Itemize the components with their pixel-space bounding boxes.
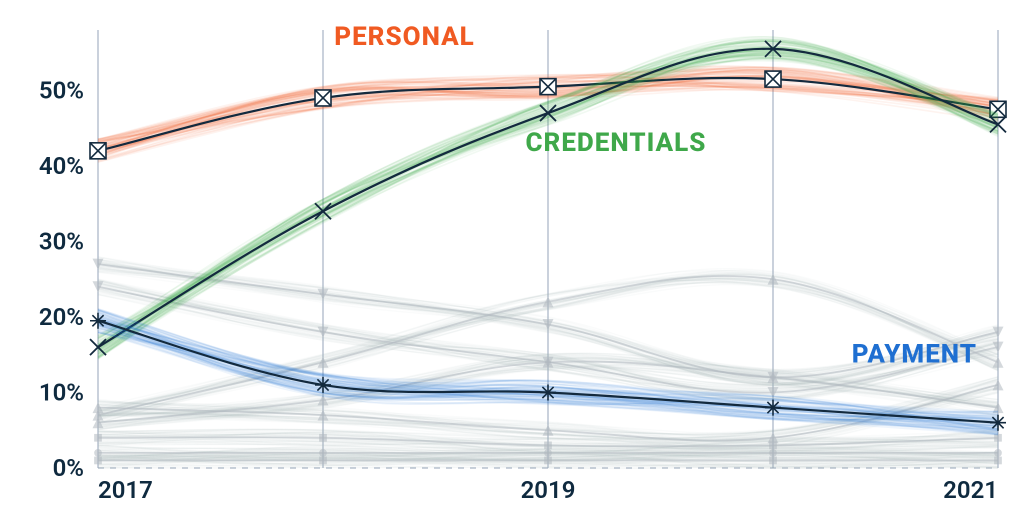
x-tick-label: 2019 <box>521 476 576 504</box>
trend-chart: 0% 10% 20% 30% 40% 50% 2017 2019 2021 PERSONAL CRE… <box>0 0 1024 526</box>
label-credentials: CREDENTIALS <box>526 128 707 158</box>
x-tick-label: 2017 <box>98 476 153 504</box>
y-tick-label: 50% <box>39 76 84 104</box>
label-payment: PAYMENT <box>852 339 977 369</box>
x-tick-label: 2021 <box>943 476 998 504</box>
label-personal: PERSONAL <box>334 22 475 52</box>
y-tick-label: 0% <box>53 454 84 482</box>
y-tick-label: 20% <box>39 303 84 331</box>
y-tick-label: 40% <box>39 152 84 180</box>
y-tick-label: 30% <box>39 227 84 255</box>
y-tick-label: 10% <box>39 378 84 406</box>
